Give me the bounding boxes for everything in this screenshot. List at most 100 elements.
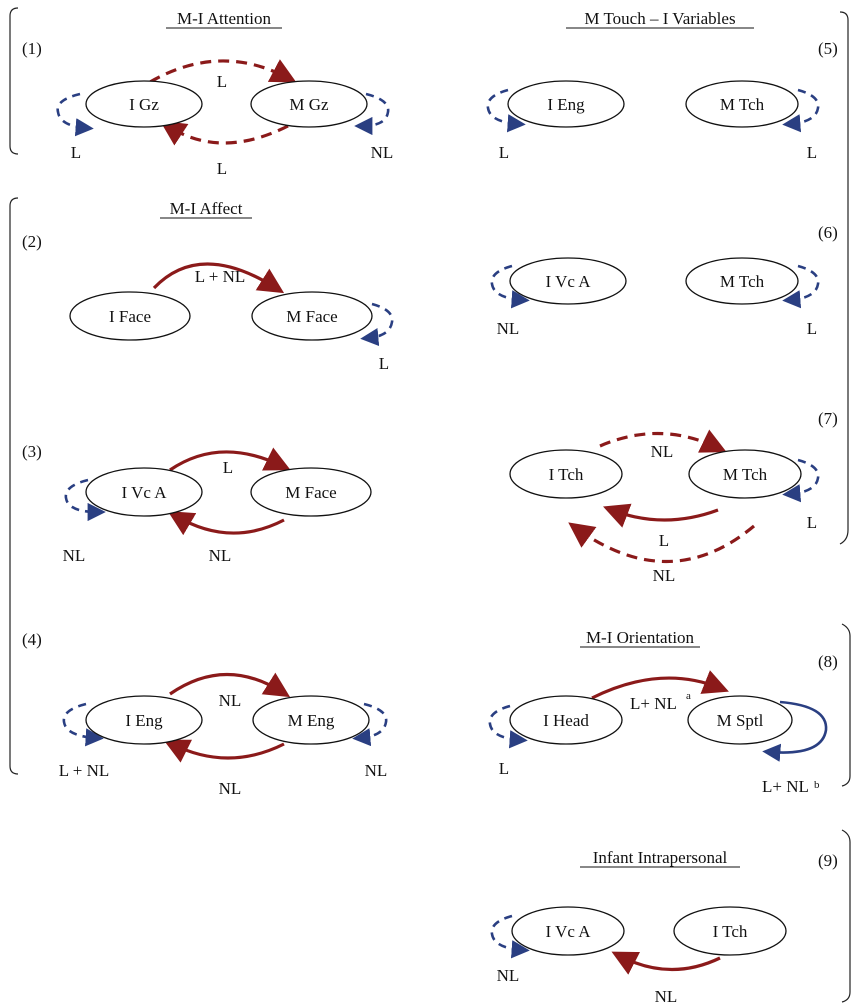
edge-label-superscript: a [686, 690, 691, 702]
arrow-mtch-to-itch-dashed [568, 522, 756, 564]
node-label: M Gz [289, 95, 329, 114]
section-title-touch: M Touch – I Variables [584, 9, 735, 28]
arrow-mgz-to-igz [159, 120, 289, 146]
arrow-itch-to-mtch-dashed [599, 429, 727, 453]
node-label: I Head [543, 711, 589, 730]
bracket-touch [839, 11, 849, 545]
edge-label: L [807, 319, 817, 338]
node-i-vc-a [85, 467, 203, 517]
edge-label: NL [655, 987, 678, 1006]
node-m-eng [252, 695, 370, 745]
edge-label: NL [63, 546, 86, 565]
edge-label: L [217, 72, 227, 91]
edge-label: NL [219, 779, 242, 798]
node-i-face [69, 291, 191, 341]
node-i-gz [85, 80, 203, 128]
node-label: M Face [285, 483, 336, 502]
bracket-attention [9, 7, 19, 155]
section-title-orientation: M-I Orientation [586, 628, 695, 647]
node-label: M Sptl [717, 711, 764, 730]
node-m-sptl [687, 695, 793, 745]
bracket-orientation [841, 623, 851, 787]
edge-label: L [223, 458, 233, 477]
arrow-mtch-to-itch-solid [603, 503, 719, 528]
node-m-face [251, 291, 373, 341]
section-title-affect: M-I Affect [170, 199, 243, 218]
edge-label: L [71, 143, 81, 162]
edge-label: NL [219, 691, 242, 710]
edge-label-superscript: b [814, 779, 820, 791]
arrow-itch-to-ivca [611, 951, 721, 975]
arrow-ihead-to-msptl [591, 670, 729, 700]
self-loop-igz [56, 92, 94, 137]
diagram-number-7: (7) [818, 409, 838, 428]
diagram-7: I Tch M Tch NL L NL L [509, 429, 820, 585]
bracket-affect [9, 197, 19, 775]
self-loop-ivca [64, 478, 106, 522]
bracket-intrapersonal [841, 829, 851, 1003]
self-loop-mgz [354, 92, 390, 136]
edge-label: L [807, 143, 817, 162]
self-loop-meng [352, 702, 388, 747]
diagram-4: I Eng M Eng NL NL L + NL NL [59, 672, 388, 798]
edge-label: L [499, 143, 509, 162]
diagram-number-9: (9) [818, 851, 838, 870]
edge-label: NL [209, 546, 232, 565]
diagram-3: I Vc A M Face L NL NL [63, 447, 372, 565]
diagram-number-4: (4) [22, 630, 42, 649]
node-label: M Tch [720, 272, 765, 291]
self-loop-ihead [488, 704, 528, 749]
node-m-gz [250, 80, 368, 128]
self-loop-mtch [782, 88, 820, 133]
node-label: I Tch [713, 922, 748, 941]
self-loop-mface [360, 302, 394, 347]
diagram-number-6: (6) [818, 223, 838, 242]
diagram-number-3: (3) [22, 442, 42, 461]
edge-label: NL [365, 761, 388, 780]
arrow-mface-to-ivca [167, 511, 285, 536]
node-label: I Vc A [121, 483, 167, 502]
edge-label: L [499, 759, 509, 778]
self-loop-ivca [490, 264, 530, 309]
self-loop-ivca [490, 914, 530, 959]
self-loop-ieng [62, 702, 104, 747]
diagram-number-1: (1) [22, 39, 42, 58]
diagram-6: I Vc A M Tch NL L [490, 257, 820, 338]
self-loop-msptl [762, 700, 828, 762]
edge-label: NL [651, 442, 674, 461]
self-loop-mtch [782, 458, 820, 503]
self-loop-ieng [486, 88, 526, 133]
node-i-vc-a [509, 257, 627, 305]
node-m-tch [685, 257, 799, 305]
edge-label: L [379, 354, 389, 373]
node-i-head [509, 695, 623, 745]
arrow-meng-to-ieng [163, 739, 285, 763]
section-title-attention: M-I Attention [177, 9, 271, 28]
node-i-eng [85, 695, 203, 745]
node-i-vc-a [511, 906, 625, 956]
arrow-iface-to-mface [152, 262, 285, 294]
edge-label: L + NL [59, 761, 110, 780]
diagram-number-5: (5) [818, 39, 838, 58]
edge-label: L [659, 531, 669, 550]
self-loop-mtch [782, 264, 820, 309]
node-label: I Face [109, 307, 151, 326]
node-label: M Face [286, 307, 337, 326]
diagram-number-8: (8) [818, 652, 838, 671]
edge-label: NL [497, 966, 520, 985]
arrow-igz-to-mgz [149, 59, 297, 84]
node-label: I Vc A [545, 272, 591, 291]
edge-label: L [217, 159, 227, 178]
edge-label: NL [653, 566, 676, 585]
edge-label: L+ NL [630, 694, 677, 713]
diagram-number-2: (2) [22, 232, 42, 251]
edge-label: L [807, 513, 817, 532]
diagram-8: I Head M Sptl L+ NL a L L+ NL b [488, 670, 828, 796]
node-label: I Vc A [545, 922, 591, 941]
diagram-2: I Face M Face L + NL L [69, 262, 394, 373]
node-i-eng [507, 80, 625, 128]
diagram-5: I Eng M Tch L L [486, 80, 820, 162]
section-title-intrapersonal: Infant Intrapersonal [593, 848, 728, 867]
node-label: I Eng [547, 95, 585, 114]
edge-label: L+ NL [762, 777, 809, 796]
